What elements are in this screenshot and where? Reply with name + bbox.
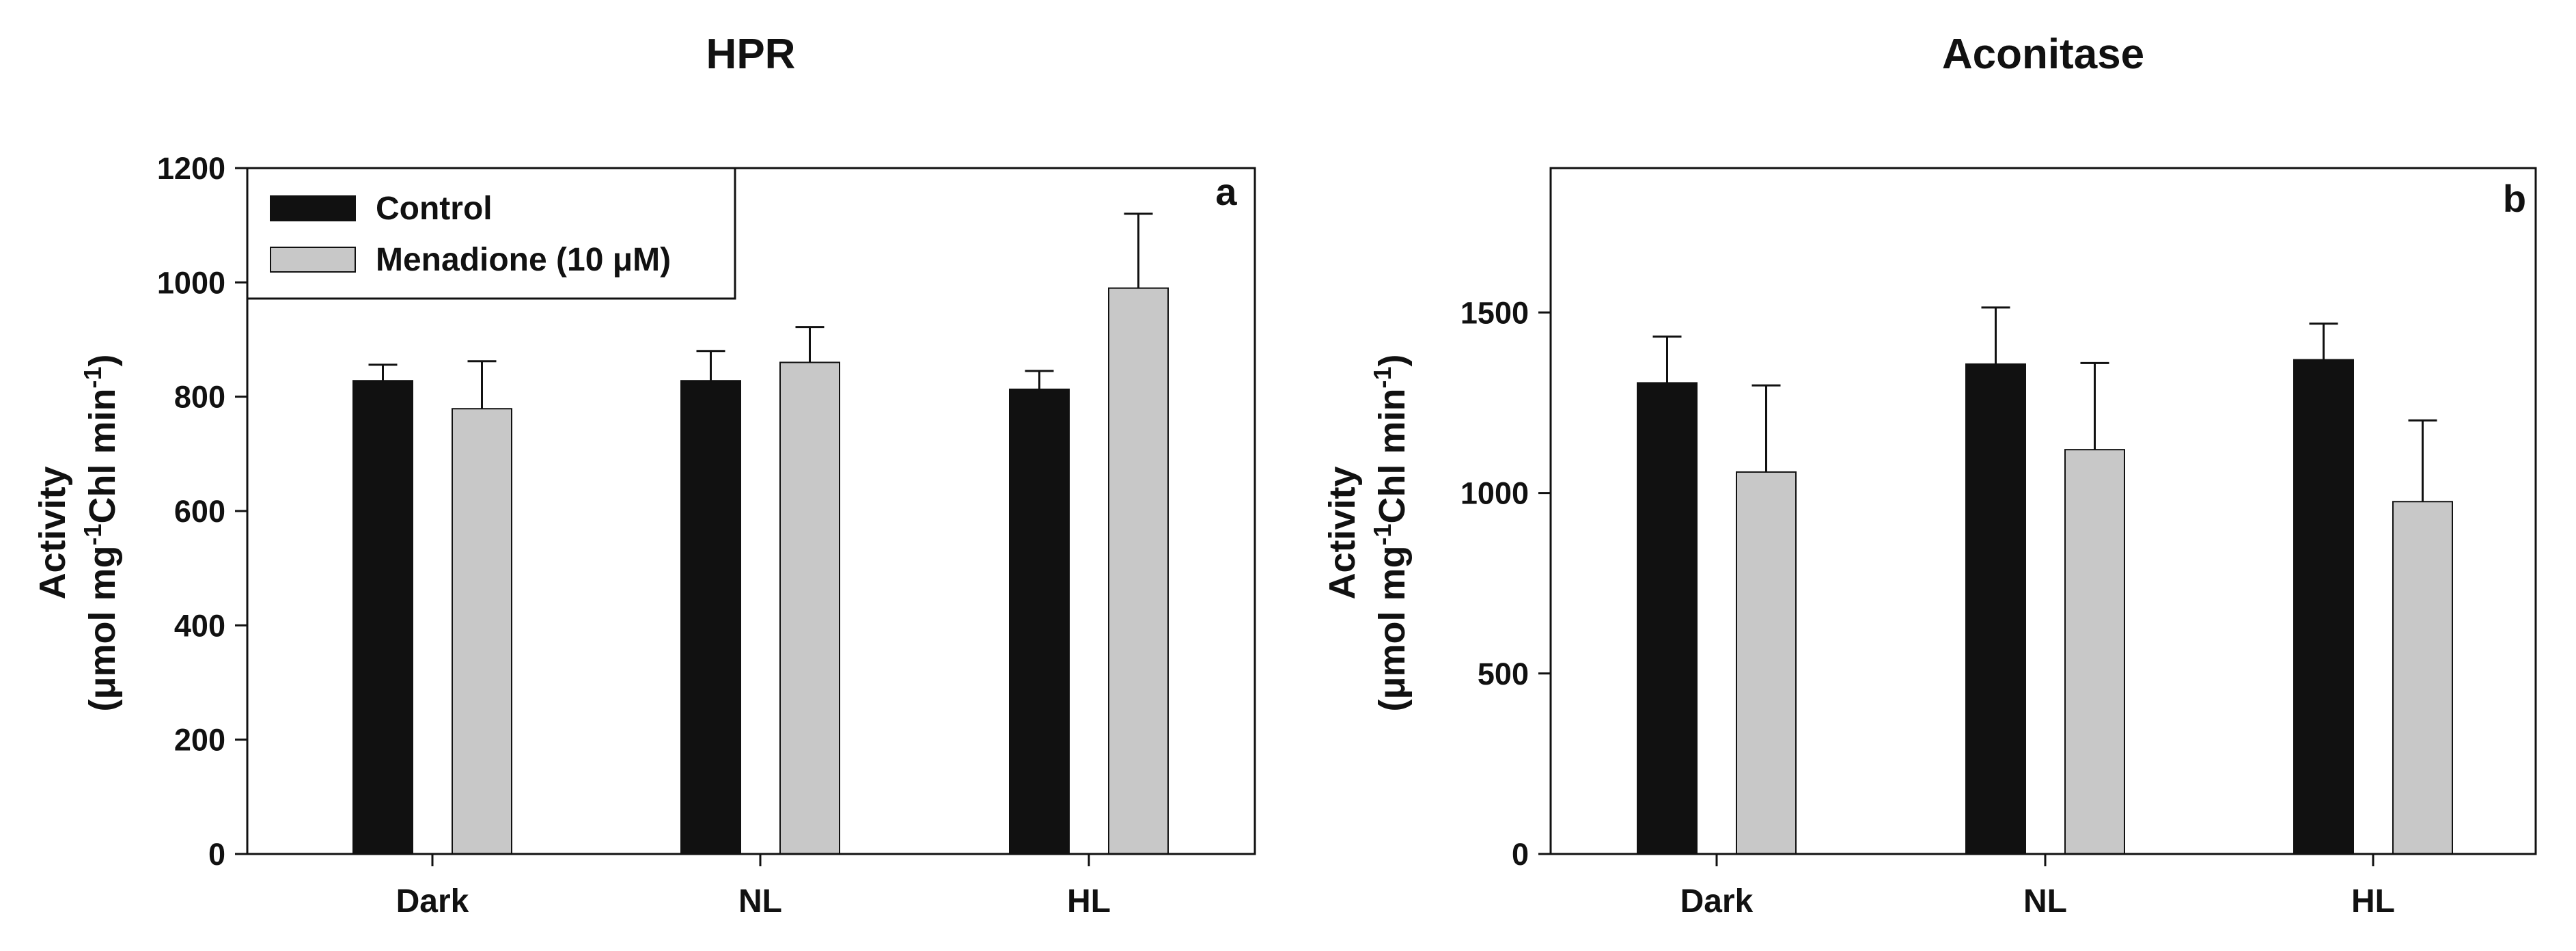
x-tick-label: NL [2023,883,2067,920]
chart-title: HPR [706,31,796,78]
y-tick-label: 600 [174,494,225,529]
plot-frame [1549,167,2537,855]
y-tick-label: 1000 [1460,476,1529,511]
y-axis-title-line1: Activity [32,466,73,599]
y-tick-label: 0 [1512,837,1529,872]
x-tick-label: Dark [396,883,469,920]
y-tick-label: 1000 [157,265,225,300]
legend-swatch-control [270,195,356,221]
legend-swatch-menadione [270,247,356,273]
bar [452,408,512,855]
chart-panel-aconitase: Aconitase Activity (μmol mg-1Chl min-1) … [1322,31,2537,920]
bars-group [352,287,1169,855]
x-tick-label: Dark [1680,883,1754,920]
y-tick-label: 400 [174,608,225,643]
chart-panel-hpr: HPR Activity (μmol mg-1Chl min-1) 0 200 40… [32,31,1256,920]
bar [2392,501,2453,855]
legend-label-control: Control [376,191,493,227]
y-tick-label: 800 [174,380,225,415]
x-tick-label: HL [2351,883,2395,920]
x-ticks-group: Dark NL HL [396,854,1111,920]
y-tick-label: 200 [174,723,225,758]
y-axis-title-line2: (μmol mg-1Chl min-1) [79,354,123,711]
y-ticks-group: 0 200 400 600 800 1000 1200 [157,151,247,872]
x-tick-label: HL [1067,883,1111,920]
y-tick-label: 0 [208,837,225,872]
bar [2293,359,2354,855]
error-bars-group [1652,306,2437,502]
chart-title: Aconitase [1942,31,2144,78]
legend-box [246,167,736,300]
error-bars-group [368,212,1153,409]
bar [1637,382,1698,855]
panel-label: a [1215,170,1237,213]
panel-label: b [2503,177,2526,220]
y-axis-title-line2: (μmol mg-1Chl min-1) [1368,354,1413,711]
bar [2064,449,2125,855]
y-tick-label: 1500 [1460,295,1529,330]
legend: Control Menadione (10 μM) [246,167,736,300]
bar [1009,388,1070,855]
legend-label-menadione: Menadione (10 μM) [376,242,671,278]
x-tick-label: NL [738,883,782,920]
bars-group [1637,359,2453,855]
y-ticks-group: 0 500 1000 1500 [1460,295,1551,872]
bar [1736,471,1797,855]
x-ticks-group: Dark NL HL [1680,854,2395,920]
y-tick-label: 1200 [157,151,225,186]
bar [779,361,840,855]
bar [680,380,741,855]
bar [1108,287,1169,855]
y-tick-label: 500 [1478,657,1529,691]
y-axis-title-line1: Activity [1322,466,1363,599]
bar [352,380,413,855]
bar [1965,363,2026,855]
